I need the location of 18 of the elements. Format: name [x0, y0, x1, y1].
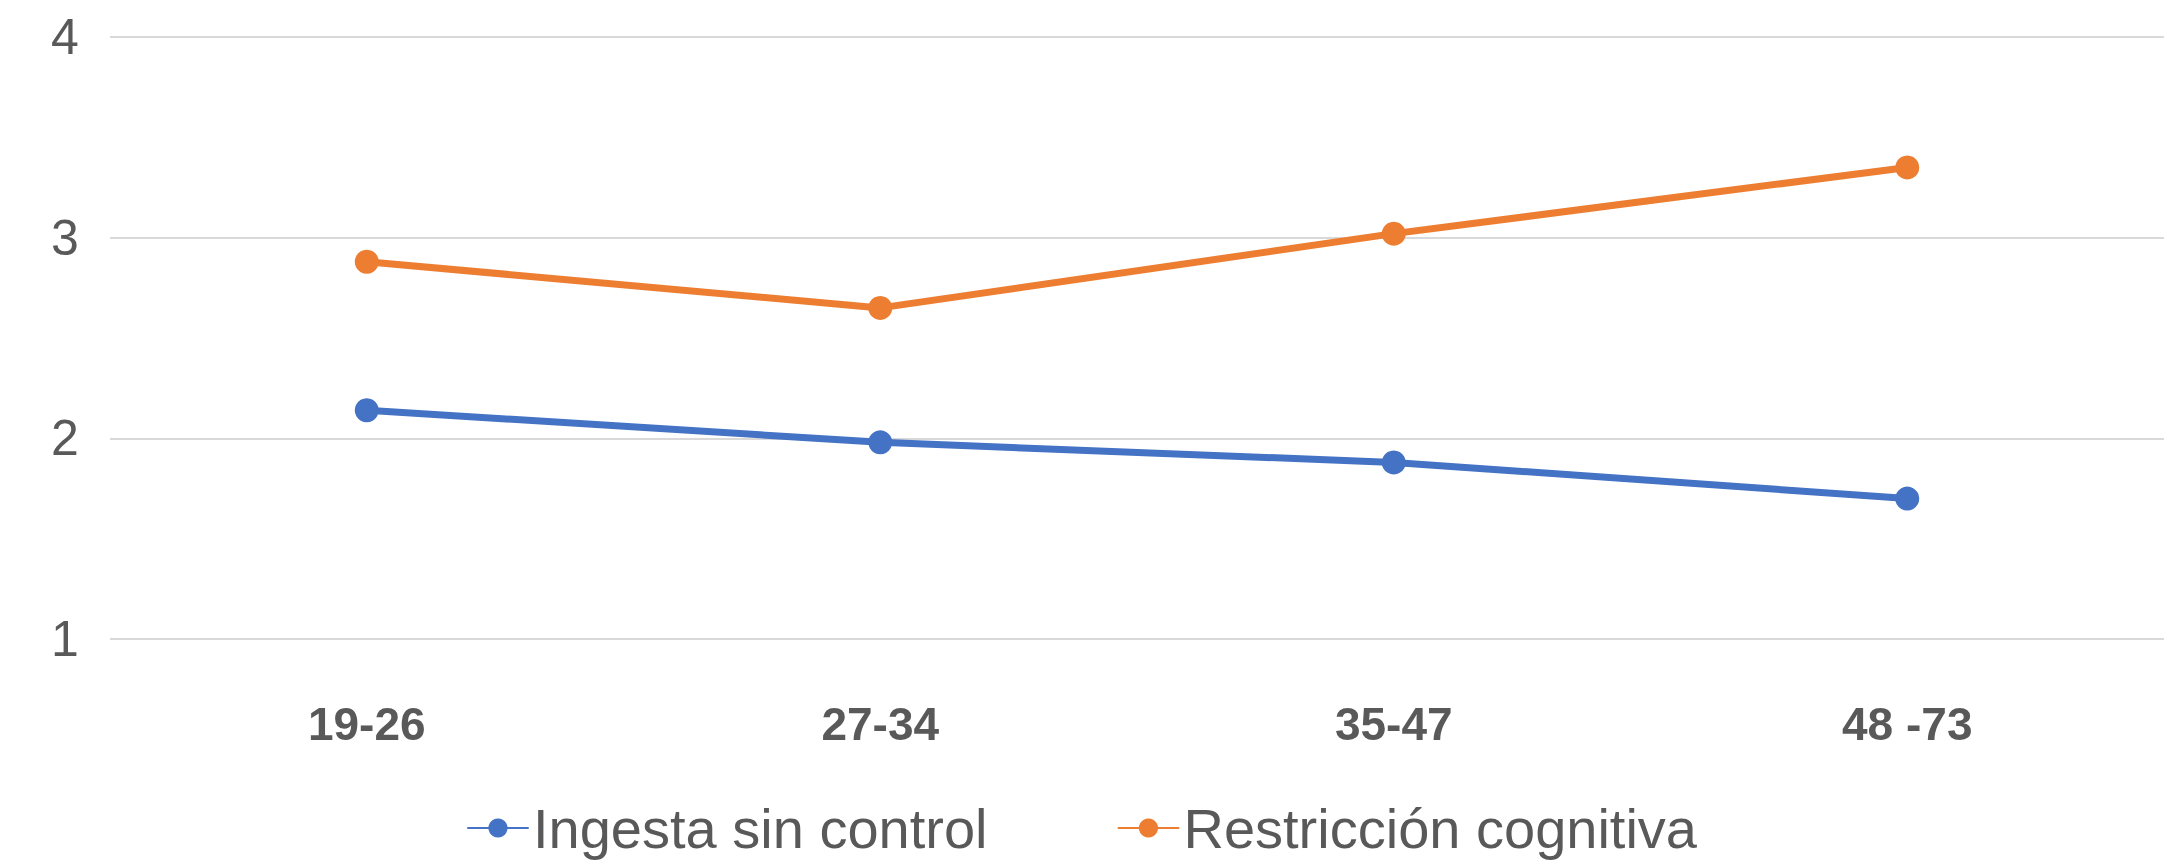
legend-label: Ingesta sin control — [532, 796, 988, 860]
point — [1895, 155, 1920, 180]
point — [1381, 221, 1406, 246]
point — [1381, 450, 1406, 475]
point — [868, 295, 893, 320]
x-tick-label: 48 -73 — [1842, 698, 1973, 750]
point — [354, 249, 379, 274]
point — [1895, 486, 1920, 511]
legend-label: Restricción cognitiva — [1183, 796, 1698, 860]
point — [354, 398, 379, 423]
x-tick-label: 35-47 — [1334, 698, 1453, 750]
y-tick-label: 4 — [51, 9, 79, 65]
x-tick-label: 27-34 — [821, 698, 940, 750]
point — [868, 430, 893, 455]
x-tick-label: 19-26 — [307, 698, 426, 750]
y-tick-label: 3 — [51, 209, 79, 266]
y-tick-label: 2 — [51, 410, 79, 467]
y-tick-label: 1 — [51, 611, 79, 667]
